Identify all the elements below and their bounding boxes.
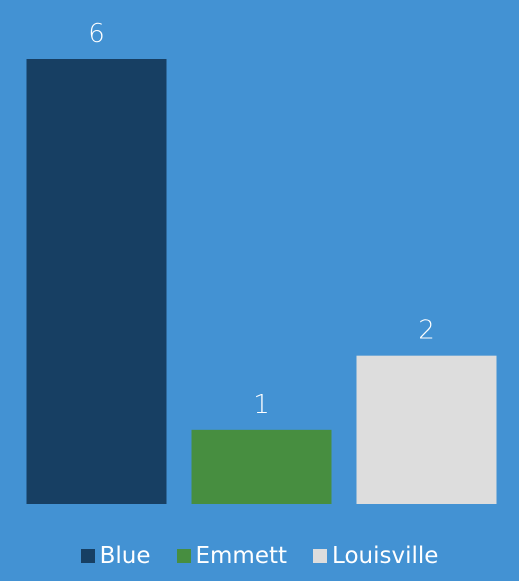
bar-louisville xyxy=(356,355,497,504)
data-label-emmett: 1 xyxy=(253,390,270,420)
bar-blue xyxy=(26,59,167,504)
legend-item-emmett: Emmett xyxy=(176,543,288,569)
data-label-blue: 6 xyxy=(88,19,105,49)
legend-item-blue: Blue xyxy=(80,543,151,569)
legend-label-emmett: Emmett xyxy=(195,543,288,569)
legend-label-blue: Blue xyxy=(99,543,151,569)
data-label-louisville: 2 xyxy=(418,316,435,346)
legend-swatch-louisville xyxy=(313,549,328,563)
legend-label-louisville: Louisville xyxy=(332,543,439,569)
legend-swatch-emmett xyxy=(176,549,191,563)
chart-legend: Blue Emmett Louisville xyxy=(0,539,519,573)
legend-swatch-blue xyxy=(80,549,95,563)
bar-emmett xyxy=(191,429,332,504)
legend-item-louisville: Louisville xyxy=(313,543,438,569)
